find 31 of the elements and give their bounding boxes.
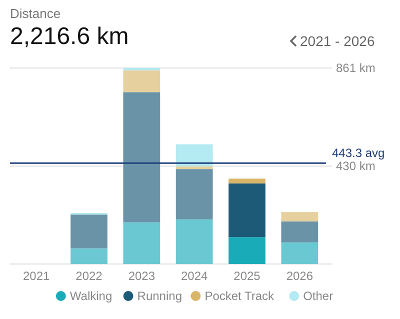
legend-label: Other [303, 289, 334, 303]
bar [228, 183, 266, 238]
bar [176, 166, 213, 170]
x-tick-label: 2021 [22, 269, 50, 283]
text: 2021 - 2026 [300, 33, 375, 49]
x-tick-label: 2025 [234, 269, 261, 283]
bar [176, 169, 213, 220]
chart-title: Distance [10, 6, 61, 21]
legend-label: Walking [70, 289, 112, 303]
bar [281, 212, 318, 222]
bar [281, 221, 318, 242]
bar [228, 237, 266, 264]
y-tick-label: 430 km [336, 159, 376, 174]
y-tick-label: 861 km [336, 61, 376, 75]
chart-subtitle: 2,216.6 km [10, 23, 129, 50]
x-tick-label: 2026 [286, 269, 314, 283]
x-tick-label: 2024 [180, 269, 208, 283]
bar [176, 144, 213, 166]
x-tick-label: 2023 [128, 269, 156, 283]
bar [176, 219, 213, 264]
legend-label: Pocket Track [204, 289, 276, 303]
x-tick-label: 2022 [76, 269, 103, 283]
bar [123, 92, 160, 222]
bar [123, 70, 160, 92]
bar [70, 214, 108, 248]
bar [281, 242, 318, 264]
bar [123, 222, 160, 264]
bar [228, 178, 266, 184]
bar [70, 248, 108, 264]
legend-label: Running [137, 289, 182, 303]
ref-line-label: 443.3 avg [332, 146, 385, 160]
